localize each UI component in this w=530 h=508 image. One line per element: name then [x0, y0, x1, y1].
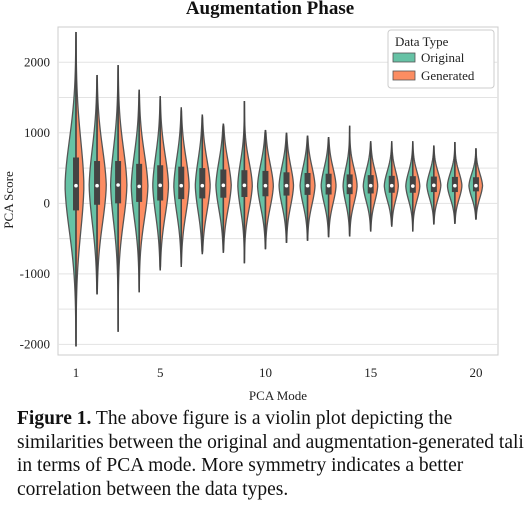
violin-median [411, 184, 415, 188]
violin-half-generated [370, 141, 379, 232]
violin-mode-16 [383, 141, 399, 227]
violin-median [200, 183, 205, 188]
chart-title: Augmentation Phase [186, 0, 354, 19]
violin-median [158, 183, 162, 188]
violin-mode-4 [130, 89, 149, 293]
violin-mode-9 [237, 101, 253, 264]
violin-half-original [299, 135, 309, 241]
violin-mode-1 [64, 31, 85, 347]
violin-median [347, 183, 352, 188]
violins [64, 31, 484, 347]
violin-median [179, 183, 184, 188]
violin-median [305, 183, 310, 188]
caption-text: The above figure is a violin plot depict… [17, 408, 524, 500]
y-axis-label: PCA Score [1, 171, 16, 229]
violin-mode-17 [405, 141, 421, 232]
legend-swatch-generated [392, 70, 416, 81]
x-tick-label: 10 [259, 365, 272, 380]
y-ticks: -2000 -1000 0 1000 2000 [20, 54, 50, 351]
figure-caption: Figure 1. The above figure is a violin p… [17, 407, 529, 501]
violin-half-original [320, 136, 330, 238]
violin-iqr-box [136, 163, 143, 202]
violin-mode-20 [468, 148, 484, 220]
violin-median [116, 183, 120, 187]
violin-half-original [88, 74, 98, 295]
legend: Data Type Original Generated [387, 29, 495, 89]
violin-half-original [278, 132, 288, 243]
violin-half-original [130, 89, 140, 293]
violin-median [326, 183, 331, 188]
violin-half-generated [138, 89, 149, 293]
y-tick-label: -1000 [20, 266, 50, 281]
violin-mode-5 [152, 96, 170, 271]
legend-entry-generated: Generated [421, 68, 475, 83]
violin-median [263, 183, 268, 188]
legend-entry-original: Original [421, 50, 465, 65]
violin-iqr-box [115, 161, 122, 204]
violin-median [284, 183, 289, 188]
violin-median [389, 183, 394, 188]
violin-mode-18 [426, 145, 442, 225]
violin-half-generated [285, 132, 295, 243]
violin-half-original [173, 107, 182, 267]
violin-half-original [64, 31, 77, 347]
violin-mode-12 [299, 135, 316, 241]
violin-half-original [256, 129, 267, 250]
violin-iqr-box [262, 170, 269, 197]
x-tick-label: 20 [469, 365, 482, 380]
violin-mode-8 [215, 123, 232, 253]
y-tick-label: -2000 [20, 336, 50, 351]
violin-mode-3 [109, 65, 128, 332]
violin-mode-11 [278, 132, 295, 243]
x-tick-label: 5 [157, 365, 164, 380]
violin-half-generated [222, 123, 232, 253]
violin-median [242, 183, 247, 188]
violin-median [453, 183, 457, 188]
y-tick-label: 0 [44, 195, 51, 210]
legend-swatch-original [392, 52, 416, 63]
violin-chart: Augmentation Phase -2000 -1000 0 1000 2000 1… [1, 0, 499, 403]
x-ticks: 1 5 10 15 20 [73, 365, 483, 380]
violin-mode-19 [446, 141, 463, 224]
violin-iqr-box [157, 165, 164, 201]
violin-median [221, 183, 226, 188]
violin-iqr-box [178, 166, 185, 200]
x-tick-label: 15 [364, 365, 377, 380]
violin-median [74, 183, 78, 188]
caption-label: Figure 1. [17, 408, 92, 429]
violin-median [368, 183, 373, 188]
violin-iqr-box [94, 161, 101, 205]
violin-half-generated [201, 114, 211, 255]
violin-mode-14 [342, 125, 358, 237]
violin-mode-2 [88, 74, 107, 295]
violin-median [432, 183, 436, 188]
legend-title: Data Type [395, 34, 449, 49]
violin-half-original [152, 96, 161, 271]
violin-median [137, 184, 141, 189]
y-tick-label: 2000 [24, 54, 50, 69]
violin-iqr-box [199, 168, 206, 199]
violin-half-generated [264, 129, 274, 250]
violin-half-generated [327, 136, 337, 238]
x-axis-label: PCA Mode [249, 388, 307, 403]
violin-half-original [362, 141, 372, 232]
violin-mode-6 [173, 107, 190, 267]
violin-median [95, 183, 99, 188]
violin-half-generated [180, 107, 190, 267]
violin-half-original [215, 123, 224, 253]
violin-mode-15 [362, 141, 379, 232]
violin-half-generated [159, 96, 170, 271]
y-tick-label: 1000 [24, 125, 50, 140]
violin-half-generated [96, 74, 107, 295]
violin-median [474, 183, 478, 188]
violin-half-original [194, 114, 203, 255]
violin-half-generated [306, 135, 316, 241]
x-tick-label: 1 [73, 365, 80, 380]
violin-mode-10 [256, 129, 274, 250]
violin-mode-7 [194, 114, 211, 255]
violin-mode-13 [320, 136, 337, 238]
